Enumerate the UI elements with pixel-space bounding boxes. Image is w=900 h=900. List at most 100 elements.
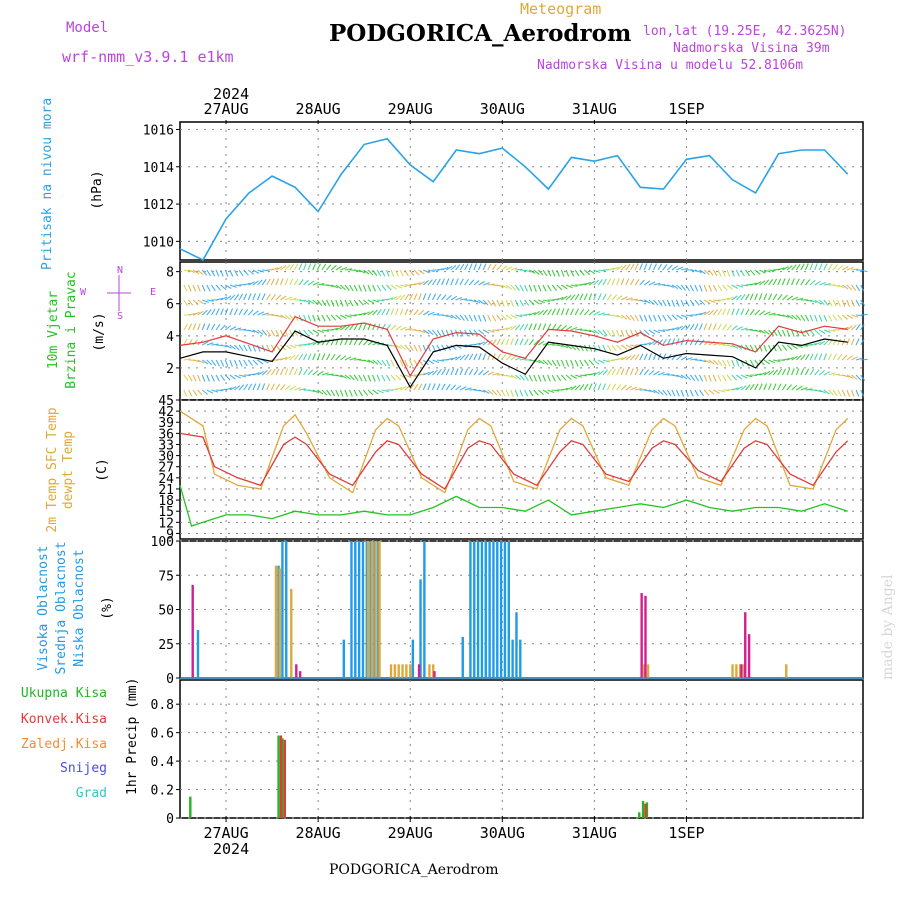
wind-barb [473,353,478,361]
wind-barb [768,269,776,272]
wind-barb [317,283,325,286]
wind-barb [459,278,464,286]
wind-barb [478,299,485,305]
wind-barb [422,280,429,286]
wind-barb [312,299,319,306]
wind-barb [690,358,698,361]
wind-barb [740,269,745,277]
wind-barb [353,389,358,397]
wind-barb [657,371,665,376]
wind-barb [708,389,715,395]
wind-barb [786,265,793,271]
wind-barb [220,296,228,301]
wind-barb [634,387,643,391]
wind-barb [625,329,630,337]
wind-barb [648,299,655,305]
wind-barb [487,263,492,271]
wind-barb [588,383,593,391]
wind-barb [629,263,635,271]
wind-barb [436,293,442,301]
wind-barb [726,359,731,367]
wind-barb [676,338,680,346]
wind-barb [220,269,224,277]
wind-barb [791,368,795,376]
wind-barb [514,284,520,292]
wind-barb [795,278,800,286]
wind-barb [478,329,485,335]
wind-barb [625,385,632,391]
wind-barb [422,310,430,316]
wind-barb [593,311,600,316]
pressure-axis-title: Pritisak na nivou mora [40,97,55,270]
wind-barb [597,293,602,301]
wind-barb [708,284,713,292]
legend-snijeg: Snijeg [60,761,107,776]
wind-barb [639,314,644,322]
wind-barb [800,354,806,361]
wind-barb [372,359,379,365]
wind-barb [358,299,364,306]
cloud-low-bar [295,664,298,678]
precip-axis-title: 1hr Precip (mm) [125,678,140,795]
wind-barb [482,370,490,376]
wind-barb [699,284,703,292]
wind-barb [247,344,252,352]
wind-barb [455,296,463,301]
wind-barb [303,263,307,271]
wind-barb [758,293,763,301]
wind-barb [316,314,321,322]
wind-barb [307,353,312,361]
wind-barb [234,284,242,287]
pressure-tick-label: 1014 [143,161,174,176]
wind-barb [846,338,850,346]
wind-barb [768,329,774,336]
temp-tick-label: 33 [158,438,174,453]
wind-barb [312,329,319,335]
wind-barb [583,293,588,301]
wind-barb [694,284,699,292]
wind-barb [588,269,596,275]
wind-barb [676,354,683,361]
wind-barb [629,278,635,286]
wind-barb [676,389,680,397]
wind-barb [593,269,601,274]
wind-barb [303,279,310,286]
wind-barb [390,374,396,381]
precip-total-bar [645,802,649,818]
wind-barb [777,368,783,376]
wind-barb [680,314,688,319]
wind-barb [570,385,577,391]
wind-barb [800,387,808,391]
wind-barb [482,263,487,271]
wind-barb [229,294,236,301]
wind-barb [330,264,337,271]
wind-barb [515,268,523,271]
wind-barb [211,389,219,393]
cloud-low-bar [417,664,421,678]
dewpt-line [179,485,848,527]
wind-barb [547,389,555,393]
wind-barb [652,314,657,322]
wind-barb [749,269,756,276]
wind-barb [358,389,363,397]
model-elevation-info: Nadmorska Visina u modelu 52.8106m [537,58,804,73]
wind-barb [469,388,477,391]
temp-tick-label: 39 [158,416,174,431]
wind-barb [183,389,188,397]
wind-barb [689,284,695,292]
wind-barb [602,278,607,286]
wind-barb [653,339,660,346]
wind-barb [284,344,292,350]
wind-barb [588,280,596,286]
wind-barb [676,374,684,379]
wind-barb [560,269,565,277]
wind-barb [855,299,860,307]
wind-barb [381,374,386,382]
wind-barb [224,325,232,331]
wind-barb [192,359,200,363]
precip-total-bar [281,738,284,818]
wind-barb [459,263,465,271]
wind-barb [339,299,344,307]
wind-barb [648,389,656,394]
wind-barb [565,386,573,391]
